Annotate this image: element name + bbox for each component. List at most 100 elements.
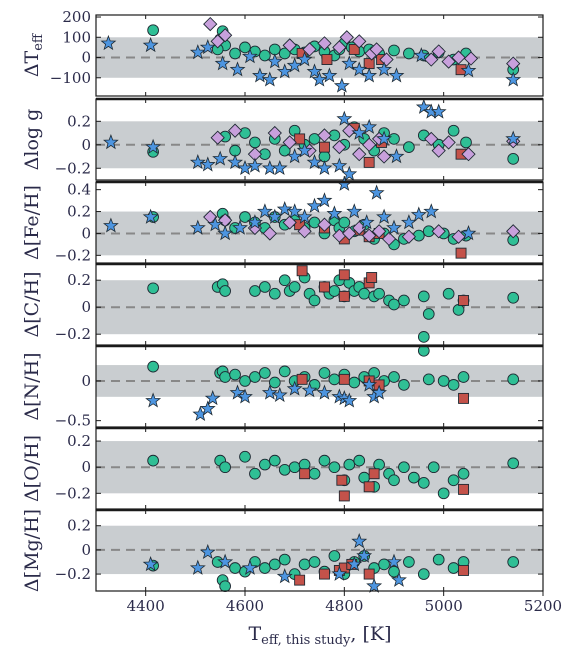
data-point-square (458, 392, 469, 404)
x-tick-label: 4600 (226, 597, 264, 615)
data-point-star (276, 568, 293, 584)
data-point-star (423, 203, 440, 219)
data-point-circle (373, 287, 385, 300)
y-label-main: [Mg/H] (21, 509, 43, 578)
data-point-star (256, 203, 273, 219)
y-tick-label: −100 (50, 69, 91, 87)
data-point-circle (358, 287, 371, 300)
data-point-star (142, 556, 159, 572)
data-point-star (286, 380, 303, 396)
data-point-star (145, 138, 162, 154)
y-tick-label: 0.2 (67, 112, 91, 130)
data-point-circle (427, 461, 440, 474)
data-point-circle (229, 368, 241, 381)
data-point-star (316, 384, 333, 400)
data-point-circle (447, 124, 460, 137)
data-point-star (142, 208, 159, 224)
y-label-main: log g (21, 109, 43, 157)
data-point-star (326, 205, 343, 221)
y-tick-label: −0.2 (55, 159, 91, 177)
data-point-star (241, 48, 258, 64)
data-point-circle (507, 291, 520, 304)
data-point-star (261, 384, 278, 400)
y-axis-label-feh: Δ[Fe/H] (21, 185, 43, 260)
y-label-prefix: Δ (21, 324, 43, 338)
data-point-star (212, 150, 229, 166)
data-point-square (458, 483, 469, 495)
data-point-square (363, 481, 375, 493)
data-point-circle (268, 454, 281, 467)
data-point-circle (328, 285, 341, 297)
data-point-diamond (317, 128, 332, 143)
data-point-square (296, 373, 308, 385)
data-point-diamond (352, 147, 367, 162)
data-point-circle (398, 294, 410, 307)
data-point-circle (388, 298, 400, 311)
y-tick-label: 200 (62, 8, 91, 26)
data-point-star (333, 77, 350, 93)
data-point-circle (447, 474, 460, 487)
markers (100, 16, 522, 93)
data-point-circle (308, 556, 321, 568)
data-point-circle (388, 474, 400, 487)
data-point-star (311, 71, 328, 87)
data-point-diamond (369, 42, 384, 57)
data-point-square (336, 474, 348, 486)
y-tick-label: 100 (62, 28, 91, 46)
data-point-square (294, 574, 306, 586)
data-point-diamond (461, 147, 476, 162)
data-point-star (276, 201, 293, 217)
data-point-circle (308, 216, 321, 229)
y-label-prefix: Δ (21, 63, 43, 77)
data-point-diamond (506, 224, 521, 239)
data-point-star (276, 63, 293, 79)
y-label-prefix: Δ (21, 157, 43, 171)
data-point-star (331, 157, 348, 173)
data-point-star (142, 37, 159, 53)
data-point-star (217, 553, 234, 569)
data-point-diamond (317, 36, 332, 51)
data-point-diamond (371, 224, 387, 239)
data-point-star (266, 53, 283, 69)
data-point-diamond (262, 226, 277, 241)
data-point-circle (457, 467, 470, 480)
data-point-star (386, 219, 402, 235)
data-point-circle (219, 371, 231, 383)
markers (147, 265, 520, 343)
y-axis-label-logg: Δlog g (21, 109, 43, 171)
data-point-square (348, 43, 360, 55)
data-point-square (455, 247, 467, 259)
data-point-circle (422, 308, 435, 320)
x-tick-label: 4800 (325, 597, 363, 615)
data-point-circle (249, 371, 261, 383)
data-point-star (415, 98, 432, 114)
data-point-star (252, 67, 268, 83)
data-point-diamond (317, 217, 332, 232)
data-point-square (319, 141, 330, 153)
data-point-diamond (424, 52, 439, 67)
y-label-prefix: Δ (21, 407, 43, 421)
data-point-star (237, 159, 253, 176)
data-point-diamond (210, 130, 225, 145)
y-label-main: [N/H] (21, 352, 43, 406)
y-axis-label-teff: ΔTeff (21, 32, 46, 77)
data-point-square (319, 568, 330, 580)
data-point-star (301, 382, 318, 398)
data-point-star (145, 392, 162, 408)
data-point-circle (403, 47, 415, 60)
data-point-diamond (297, 224, 312, 239)
data-point-star (246, 157, 263, 173)
x-axis-label-main: T (248, 623, 261, 645)
data-point-circle (288, 281, 301, 293)
y-tick-label: 0 (81, 541, 91, 559)
data-point-star (321, 67, 338, 83)
data-point-star (376, 130, 393, 146)
data-point-circle (268, 558, 281, 571)
data-point-circle (259, 458, 271, 471)
data-point-circle (147, 360, 159, 373)
data-point-diamond (431, 224, 446, 239)
y-label-prefix: Δ (21, 578, 43, 592)
data-point-star (316, 159, 333, 176)
